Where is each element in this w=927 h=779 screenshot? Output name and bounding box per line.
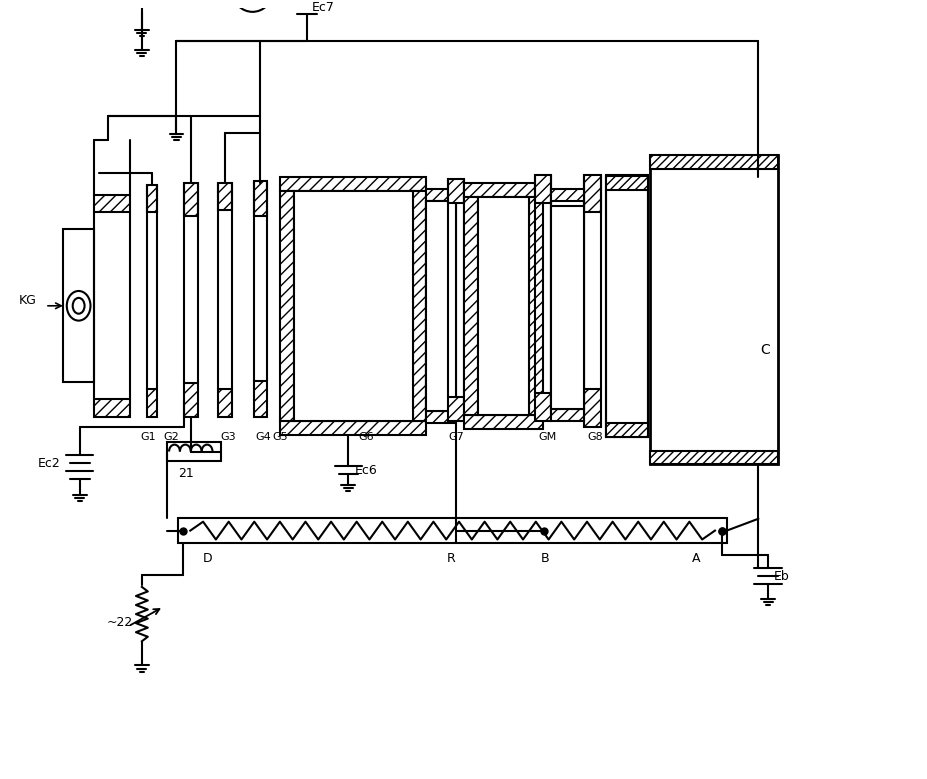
Bar [606, 423, 648, 437]
Bar [280, 421, 426, 435]
Bar [650, 155, 778, 464]
Text: G7: G7 [448, 432, 464, 442]
Bar [551, 409, 584, 421]
Bar [184, 383, 198, 417]
Bar [535, 174, 551, 203]
Bar [95, 399, 130, 417]
Bar [650, 450, 778, 464]
Bar [477, 196, 529, 415]
Bar [413, 191, 426, 421]
Bar [146, 390, 157, 417]
Bar [448, 397, 464, 421]
Bar [146, 185, 157, 213]
Text: R: R [447, 552, 456, 565]
Bar [63, 229, 95, 382]
Text: KG: KG [19, 294, 36, 308]
Text: G2: G2 [163, 432, 179, 442]
Bar [95, 195, 130, 213]
Text: G6: G6 [358, 432, 374, 442]
Ellipse shape [72, 298, 84, 314]
Bar [280, 191, 294, 421]
Text: G8: G8 [588, 432, 603, 442]
Bar [529, 196, 543, 415]
Bar [280, 177, 426, 191]
Text: Ec7: Ec7 [311, 2, 335, 14]
Bar [178, 518, 727, 544]
Bar [184, 183, 198, 217]
Text: G1: G1 [140, 432, 156, 442]
Bar [464, 196, 477, 415]
Text: Eb: Eb [773, 569, 789, 583]
Text: Ec2: Ec2 [38, 457, 61, 470]
Text: ~22: ~22 [107, 616, 133, 629]
Circle shape [233, 0, 273, 12]
Bar [606, 176, 648, 190]
Bar [535, 393, 551, 421]
Bar [464, 415, 543, 428]
Text: C: C [760, 343, 770, 357]
Bar [294, 191, 413, 421]
Bar [426, 189, 456, 200]
Text: G5: G5 [273, 432, 288, 442]
Bar [218, 390, 232, 417]
Ellipse shape [67, 291, 91, 321]
Bar [167, 442, 221, 461]
Bar [426, 411, 456, 423]
Text: 21: 21 [178, 467, 194, 480]
Bar [606, 174, 648, 437]
Bar [253, 382, 267, 417]
Bar [253, 181, 267, 217]
Bar [551, 189, 584, 200]
Text: G4: G4 [256, 432, 272, 442]
Bar [584, 174, 602, 213]
Text: GM: GM [538, 432, 556, 442]
Bar [448, 179, 464, 203]
Text: B: B [541, 552, 550, 565]
Bar [218, 183, 232, 210]
Bar [551, 206, 584, 409]
Text: Ec6: Ec6 [354, 464, 377, 477]
Text: D: D [203, 552, 213, 565]
Bar [426, 200, 456, 411]
Bar [464, 183, 543, 196]
Text: A: A [692, 552, 701, 565]
Text: G3: G3 [220, 432, 235, 442]
Bar [584, 390, 602, 427]
Bar [650, 155, 778, 169]
